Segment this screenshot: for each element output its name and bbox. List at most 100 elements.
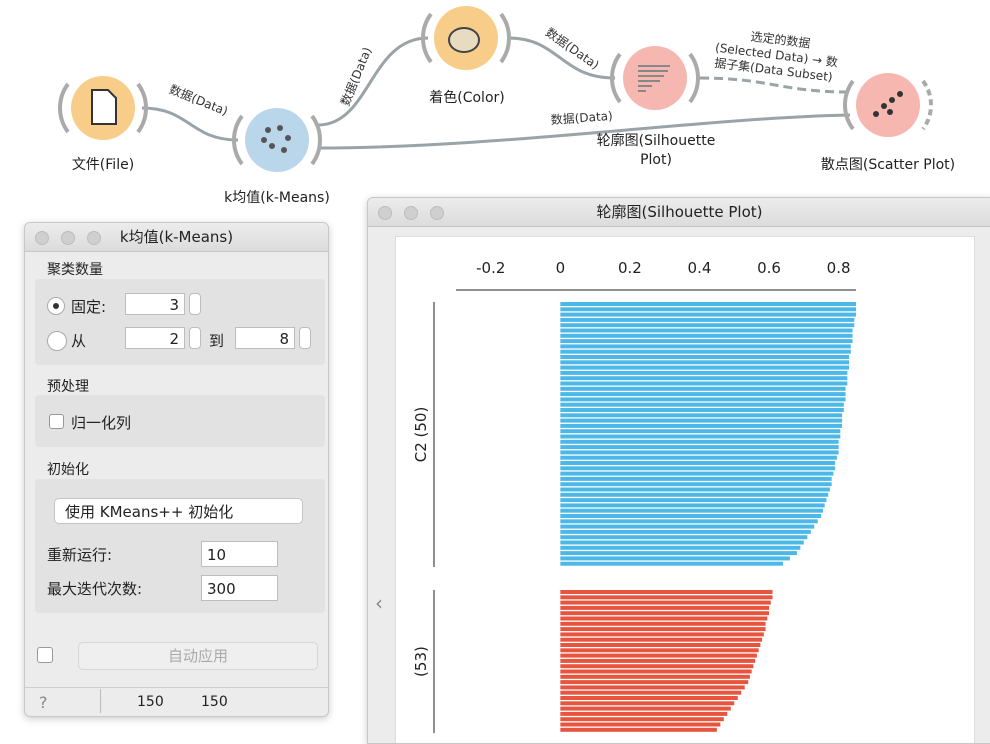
kmeans-window: k均值(k-Means) 聚类数量 固定: 3 从 2 到 8 预处理 归一化列… [24,222,329,717]
auto-apply-checkbox[interactable] [37,647,53,663]
bar [560,616,768,621]
init-select[interactable]: 使用 KMeans++ 初始化 [54,498,303,524]
kmeans-icon [261,125,291,153]
link-label: 数据(Data) [550,108,613,127]
node-silhouette[interactable] [623,46,687,110]
preprocessing-box [35,395,325,447]
silhouette-icon [638,65,670,92]
radio-fixed[interactable] [47,297,65,315]
bar [560,402,844,407]
bar [560,503,825,508]
node-label: k均值(k-Means) [224,190,330,206]
bar [560,498,827,503]
bar [560,648,759,653]
spin-arrows[interactable] [299,327,311,349]
bar [560,370,848,375]
field-label: 重新运行: [47,546,113,564]
spin-to[interactable]: 8 [235,327,295,349]
link [317,36,429,127]
minimize-button[interactable] [61,231,75,245]
bar [560,471,834,476]
bar [560,476,832,481]
bar [560,637,763,642]
bar [560,674,750,679]
bar [560,397,846,402]
window-title: 轮廓图(Silhouette Plot) [596,203,763,221]
link [317,113,851,150]
bar [560,381,848,386]
zoom-button[interactable] [87,231,101,245]
node-kmeans[interactable] [245,108,309,172]
bar [560,461,836,465]
max-iter-input[interactable]: 300 [201,575,278,601]
link [507,36,616,80]
bar [560,508,823,513]
bar [560,643,761,647]
help-icon[interactable]: ? [39,693,48,712]
palette-icon [448,27,480,53]
node-label: 散点图(Scatter Plot) [821,157,955,173]
bar [560,711,728,716]
x-tick-label: -0.2 [476,259,505,277]
bar [560,722,721,727]
spin-arrows[interactable] [189,327,201,349]
bar [560,600,771,605]
minimize-button[interactable] [404,206,418,220]
bar [560,696,738,700]
node-labels: 文件(File) k均值(k-Means) 着色(Color) 轮廓图(Silh… [72,89,955,206]
bar [560,302,856,306]
bar [560,392,846,397]
node-scatter[interactable] [856,73,920,137]
apply-button[interactable]: 自动应用 [78,642,318,670]
title-bar: k均值(k-Means) [25,223,328,252]
bar [560,487,830,492]
bar [560,690,742,695]
bar [560,605,770,610]
bar [560,349,851,354]
bar [560,595,773,600]
bar [560,339,853,344]
bar [560,408,844,412]
collapse-arrow[interactable]: ‹ [375,591,383,615]
workflow-canvas: 文件(File) k均值(k-Means) 着色(Color) 轮廓图(Silh… [58,6,955,206]
link-label: 数据(Data) [337,45,374,108]
spin-from[interactable]: 2 [125,327,185,349]
bar [560,434,841,439]
bar [560,590,773,594]
cluster-label: C2 (50) [412,407,430,463]
node-label: 轮廓图(Silhouette [597,132,716,149]
input-count: 150 [137,694,164,710]
bar [560,333,853,338]
radio-from[interactable] [47,331,67,351]
spin-arrows[interactable] [189,293,201,315]
bar [560,529,811,534]
section-heading: 初始化 [47,462,89,478]
bar [560,685,745,690]
bar [560,360,850,365]
bar [560,355,850,359]
bar [560,386,846,391]
spin-fixed[interactable]: 3 [125,293,185,315]
x-tick-label: 0.6 [757,259,781,277]
bar [560,450,839,455]
bar [560,514,822,518]
node-label: 着色(Color) [429,89,504,106]
bar [560,328,853,333]
node-label: 文件(File) [72,157,134,173]
zoom-button[interactable] [430,206,444,220]
bar [560,429,841,434]
bar [560,423,843,428]
reruns-input[interactable]: 10 [201,541,278,567]
checkbox-normalize[interactable] [49,414,64,429]
x-tick-label: 0.8 [827,259,851,277]
close-button[interactable] [35,231,49,245]
bar [560,706,731,711]
bar [560,455,837,460]
bar [560,312,856,317]
close-button[interactable] [378,206,392,220]
bar [560,540,804,545]
bar [560,658,756,663]
output-count: 150 [201,694,228,710]
node-frames [58,12,933,166]
radio-label: 固定: [71,298,107,316]
